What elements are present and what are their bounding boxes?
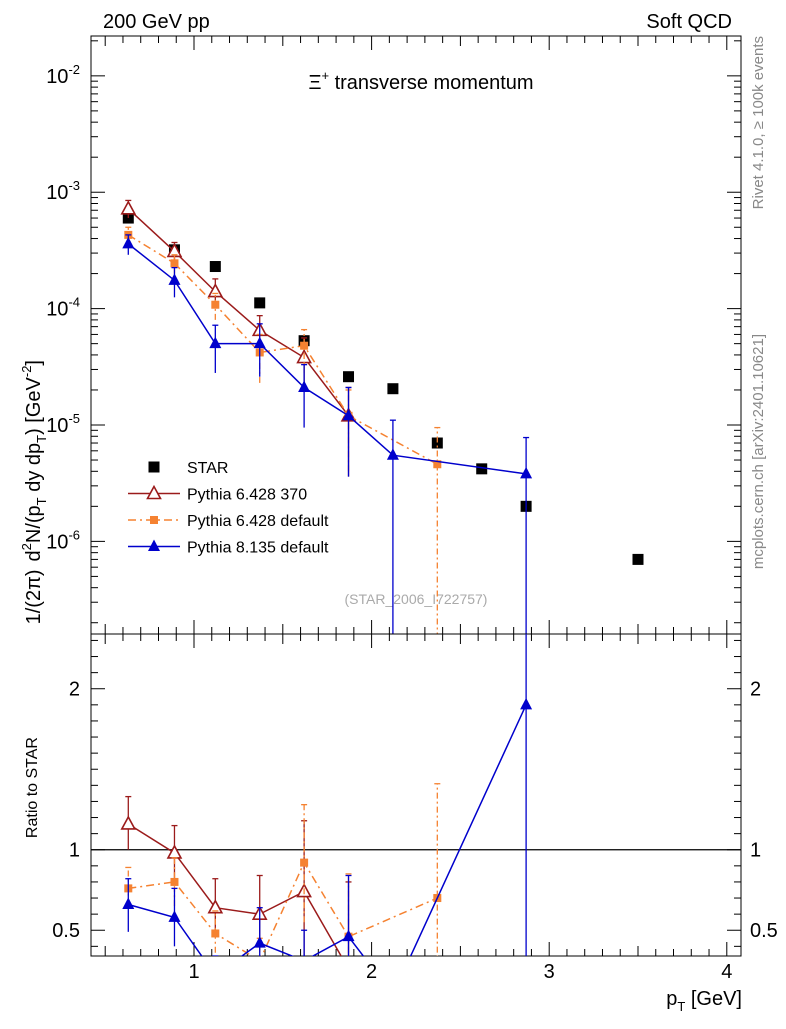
y-tick-label: 10-5 <box>46 411 80 437</box>
ratio-point-p6_def <box>211 929 220 938</box>
ratio-point-p8 <box>253 936 266 948</box>
ratio-y-tick-label: 2 <box>69 679 80 701</box>
legend-marker-p8 <box>148 539 160 551</box>
main-line-p8 <box>127 243 527 475</box>
ratio-point-p8 <box>209 968 221 980</box>
ratio-point-p6_370 <box>342 962 355 974</box>
main-point-star <box>209 261 221 273</box>
x-tick-label: 4 <box>721 961 732 983</box>
legend-label-star: STAR <box>187 460 228 477</box>
main-point-p6_def <box>433 460 442 469</box>
legend: STAR Pythia 6.428 370 Pythia 6.428 default… <box>128 460 329 557</box>
x-tick-label: 3 <box>544 961 555 983</box>
ratio-line-p6_370 <box>127 823 342 956</box>
legend-label-p6_def: Pythia 6.428 default <box>187 513 329 530</box>
main-series-p6_def <box>124 226 442 634</box>
ratio-point-p8 <box>122 897 135 909</box>
ratio-series-p6_370 <box>120 795 355 974</box>
main-point-p6_def <box>170 259 179 268</box>
ratio-series-p6_def <box>124 783 442 965</box>
ratio-point-p8 <box>302 953 306 956</box>
legend-marker-p6_def <box>150 516 158 524</box>
main-point-p8 <box>386 448 399 460</box>
main-point-star <box>254 297 266 309</box>
ratio-point-p6_370 <box>166 844 183 859</box>
ratio-plot-panel: 0.5 0.5 1 1 2 2 1 2 3 4 Ratio to STAR pT [GeV] <box>24 633 778 1014</box>
ratio-point-p6_370 <box>207 899 224 914</box>
main-line-p6_370 <box>127 208 350 417</box>
main-point-star <box>387 383 399 395</box>
x-tick-labels: 1 2 3 4 <box>188 961 732 983</box>
analysis-watermark: (STAR_2006_I722757) <box>345 591 488 607</box>
legend-label-p8: Pythia 8.135 default <box>187 540 329 557</box>
main-point-p8 <box>168 273 181 285</box>
legend-marker-p6_370 <box>146 484 162 500</box>
ratio-point-p8 <box>387 988 399 1000</box>
ratio-point-p6_def <box>256 957 264 965</box>
legend-marker-star <box>148 461 160 473</box>
main-point-p8 <box>342 408 355 421</box>
header-energy-label: 200 GeV pp <box>103 11 210 33</box>
ratio-y-tick-label-right: 0.5 <box>750 920 778 942</box>
plot-title-charge: + <box>321 68 329 83</box>
ratio-axis-ticks <box>91 634 741 956</box>
main-plot-panel: 10-2 10-3 10-4 10-5 10-6 Ξ+ transverse momen… <box>19 35 742 635</box>
legend-entry-p6_370: Pythia 6.428 370 <box>128 484 307 504</box>
plot-title-rest: transverse momentum <box>329 72 534 94</box>
main-point-p6_def <box>211 300 220 309</box>
main-series-p6_370 <box>120 199 357 477</box>
y-tick-label: 10-2 <box>46 62 80 88</box>
main-point-p8 <box>122 236 135 249</box>
main-point-p8 <box>253 336 266 349</box>
ratio-series-layer <box>120 634 533 1000</box>
ratio-y-tick-label: 0.5 <box>52 920 80 942</box>
main-point-star <box>632 553 644 565</box>
main-y-axis-label: 1/(2π)d2N/(pT dy dpT) [GeV-2] <box>19 360 49 624</box>
ratio-point-p8 <box>168 910 181 922</box>
ratio-y-axis-label: Ratio to STAR <box>24 737 41 838</box>
main-point-p8 <box>520 466 533 479</box>
x-tick-label: 1 <box>188 961 199 983</box>
y-tick-label: 10-4 <box>46 295 80 321</box>
main-point-star <box>343 371 355 383</box>
ratio-y-tick-label-right: 1 <box>750 840 761 862</box>
ratio-point-p6_def <box>170 877 179 886</box>
plot-title-xi: Ξ <box>308 72 321 94</box>
legend-entry-p8: Pythia 8.135 default <box>128 539 329 557</box>
legend-label-p6_370: Pythia 6.428 370 <box>187 487 307 504</box>
main-series-layer <box>120 199 644 634</box>
y-tick-label: 10-6 <box>46 527 80 553</box>
main-point-p8 <box>209 336 222 349</box>
legend-entry-star: STAR <box>148 460 228 477</box>
ratio-line-p8 <box>128 704 527 956</box>
main-axis-ticks <box>91 36 741 634</box>
legend-entry-p6_def: Pythia 6.428 default <box>128 513 329 530</box>
x-tick-label: 2 <box>366 961 377 983</box>
rivet-version-label: Rivet 4.1.0, ≥ 100k events <box>750 36 767 209</box>
ratio-point-p6_def <box>300 858 309 867</box>
header-process-label: Soft QCD <box>646 11 732 33</box>
ratio-y-tick-label-right: 2 <box>750 679 761 701</box>
main-point-p6_370 <box>120 200 137 215</box>
main-y-tick-labels: 10-2 10-3 10-4 10-5 10-6 <box>46 62 80 554</box>
main-series-p8 <box>122 234 533 634</box>
ratio-point-p6_370 <box>120 815 137 830</box>
ratio-plot-frame <box>90 633 742 957</box>
ratio-series-p8 <box>122 634 533 1000</box>
main-point-star <box>431 437 443 449</box>
plot-title: Ξ+ transverse momentum <box>308 68 533 94</box>
ratio-point-p8 <box>520 697 533 710</box>
y-tick-label: 10-3 <box>46 178 80 204</box>
ratio-point-p8 <box>342 929 355 942</box>
main-point-p8 <box>298 380 311 392</box>
main-point-star <box>476 463 488 475</box>
mcplots-reference-label: mcplots.cern.ch [arXiv:2401.10621] <box>750 334 767 569</box>
x-axis-label: pT [GeV] <box>666 988 742 1014</box>
ratio-y-tick-label: 1 <box>69 840 80 862</box>
ratio-y-tick-labels: 0.5 0.5 1 1 2 2 <box>52 679 778 943</box>
main-point-p6_def <box>300 341 309 350</box>
